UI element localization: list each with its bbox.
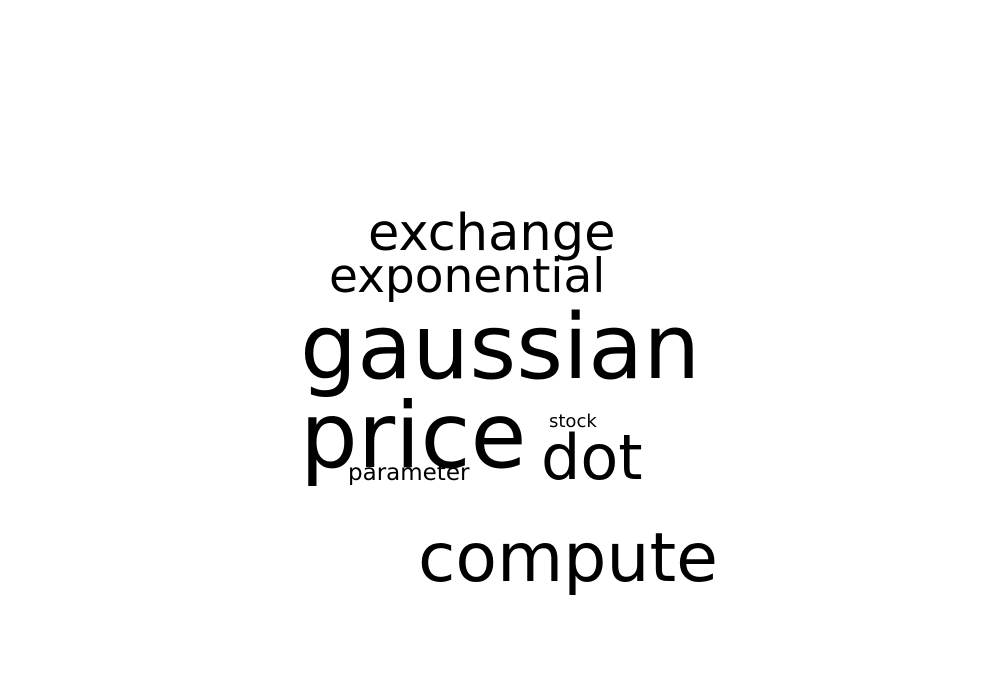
word-compute: compute <box>418 519 718 598</box>
word-stock: stock <box>549 411 597 432</box>
word-price: price <box>300 384 527 489</box>
word-exchange: exchange <box>368 204 616 263</box>
word-parameter: parameter <box>348 460 470 486</box>
word-gaussian: gaussian <box>300 295 701 400</box>
word-exponential: exponential <box>329 249 606 304</box>
word-dot: dot <box>541 421 643 494</box>
